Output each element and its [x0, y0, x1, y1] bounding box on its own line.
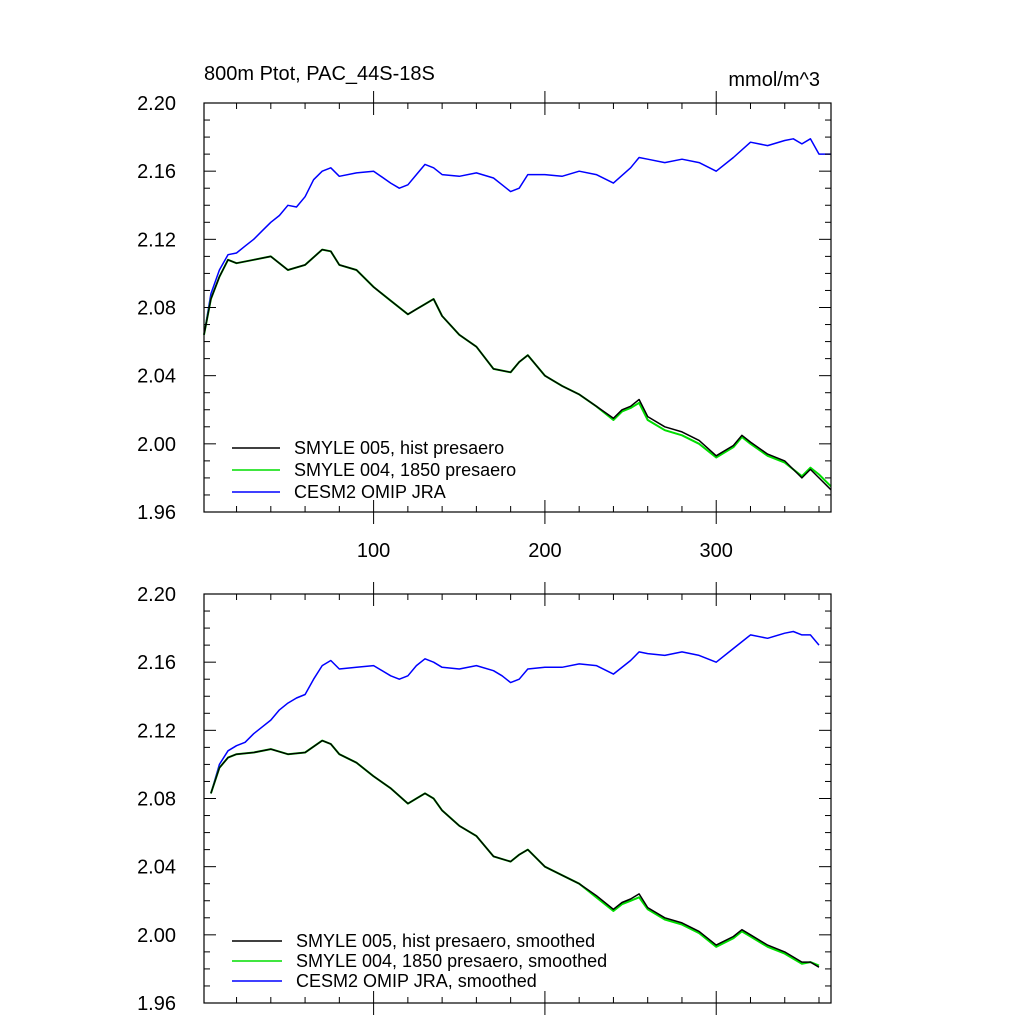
top-panel: 800m Ptot, PAC_44S-18S mmol/m^3 2.20 2.16…: [137, 63, 832, 562]
y-tick-label: 2.16: [137, 161, 176, 183]
x-tick-label: 100: [357, 540, 390, 562]
y-tick-label: 1.96: [137, 502, 176, 524]
y-tick-label: 2.16: [137, 652, 176, 674]
series-line: [203, 248, 832, 491]
y-tick-label: 2.00: [137, 434, 176, 456]
tick-layer-bottom: 2.20 2.16 2.12 2.08 2.04 2.00 1.96: [137, 582, 831, 1015]
y-tick-label: 2.04: [137, 366, 176, 388]
x-tick-label: 300: [700, 540, 733, 562]
plot-frame-bottom: [203, 593, 832, 1004]
legend-label: SMYLE 004, 1850 presaero, smoothed: [296, 951, 607, 971]
bottom-panel: 2.20 2.16 2.12 2.08 2.04 2.00 1.96 SMYLE 005, …: [137, 582, 832, 1015]
legend-bottom: SMYLE 005, hist presaero, smoothedSMYLE …: [232, 931, 607, 991]
series-line: [210, 630, 820, 794]
y-tick-label: 1.96: [137, 993, 176, 1015]
legend-label: CESM2 OMIP JRA: [294, 482, 446, 502]
series-line: [203, 138, 831, 335]
series-layer-top: [203, 138, 832, 491]
y-tick-label: 2.20: [137, 584, 176, 606]
legend-label: SMYLE 005, hist presaero, smoothed: [296, 931, 595, 951]
legend-label: SMYLE 004, 1850 presaero: [294, 460, 516, 480]
plot-frame-top: [203, 102, 832, 513]
y-tick-label: 2.08: [137, 789, 176, 811]
chart-title: 800m Ptot, PAC_44S-18S: [204, 63, 435, 85]
x-tick-label: 200: [528, 540, 561, 562]
y-tick-label: 2.00: [137, 925, 176, 947]
series-line: [210, 739, 820, 968]
y-tick-label: 2.20: [137, 93, 176, 115]
units-label: mmol/m^3: [728, 69, 820, 91]
y-tick-label: 2.08: [137, 298, 176, 320]
y-tick-label: 2.12: [137, 229, 176, 251]
y-tick-label: 2.12: [137, 720, 176, 742]
legend-label: CESM2 OMIP JRA, smoothed: [296, 971, 537, 991]
series-layer-bottom: [209, 630, 820, 968]
tick-layer-top: 2.20 2.16 2.12 2.08 2.04 2.00 1.96 100 200 300: [137, 91, 831, 562]
legend-label: SMYLE 005, hist presaero: [294, 438, 504, 458]
y-tick-label: 2.04: [137, 857, 176, 879]
